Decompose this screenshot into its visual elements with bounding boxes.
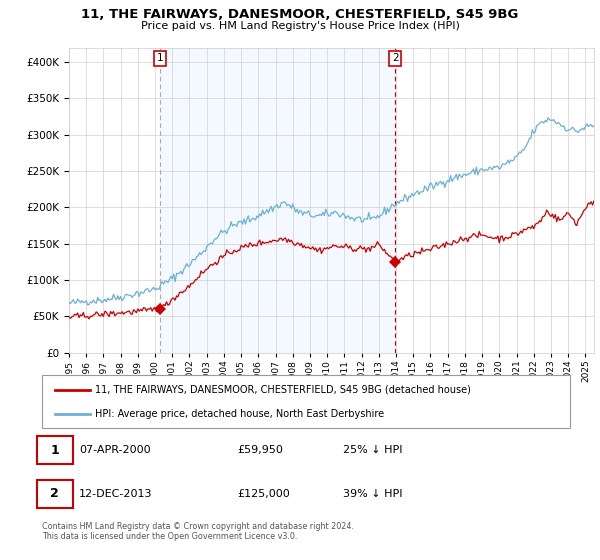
Text: 1: 1 — [50, 444, 59, 457]
Text: Contains HM Land Registry data © Crown copyright and database right 2024.
This d: Contains HM Land Registry data © Crown c… — [42, 522, 354, 542]
Text: 1: 1 — [157, 53, 163, 63]
Text: 39% ↓ HPI: 39% ↓ HPI — [343, 489, 403, 499]
FancyBboxPatch shape — [37, 436, 73, 464]
Text: 07-APR-2000: 07-APR-2000 — [79, 445, 151, 455]
Text: 12-DEC-2013: 12-DEC-2013 — [79, 489, 152, 499]
Text: 25% ↓ HPI: 25% ↓ HPI — [343, 445, 403, 455]
Bar — [160, 48, 395, 353]
Text: 11, THE FAIRWAYS, DANESMOOR, CHESTERFIELD, S45 9BG: 11, THE FAIRWAYS, DANESMOOR, CHESTERFIEL… — [82, 8, 518, 21]
Text: 2: 2 — [392, 53, 398, 63]
Text: 2: 2 — [50, 487, 59, 500]
FancyBboxPatch shape — [37, 480, 73, 507]
Text: HPI: Average price, detached house, North East Derbyshire: HPI: Average price, detached house, Nort… — [95, 409, 384, 419]
Text: £59,950: £59,950 — [238, 445, 283, 455]
Text: Price paid vs. HM Land Registry's House Price Index (HPI): Price paid vs. HM Land Registry's House … — [140, 21, 460, 31]
Text: £125,000: £125,000 — [238, 489, 290, 499]
Text: 11, THE FAIRWAYS, DANESMOOR, CHESTERFIELD, S45 9BG (detached house): 11, THE FAIRWAYS, DANESMOOR, CHESTERFIEL… — [95, 385, 470, 395]
FancyBboxPatch shape — [42, 375, 570, 428]
